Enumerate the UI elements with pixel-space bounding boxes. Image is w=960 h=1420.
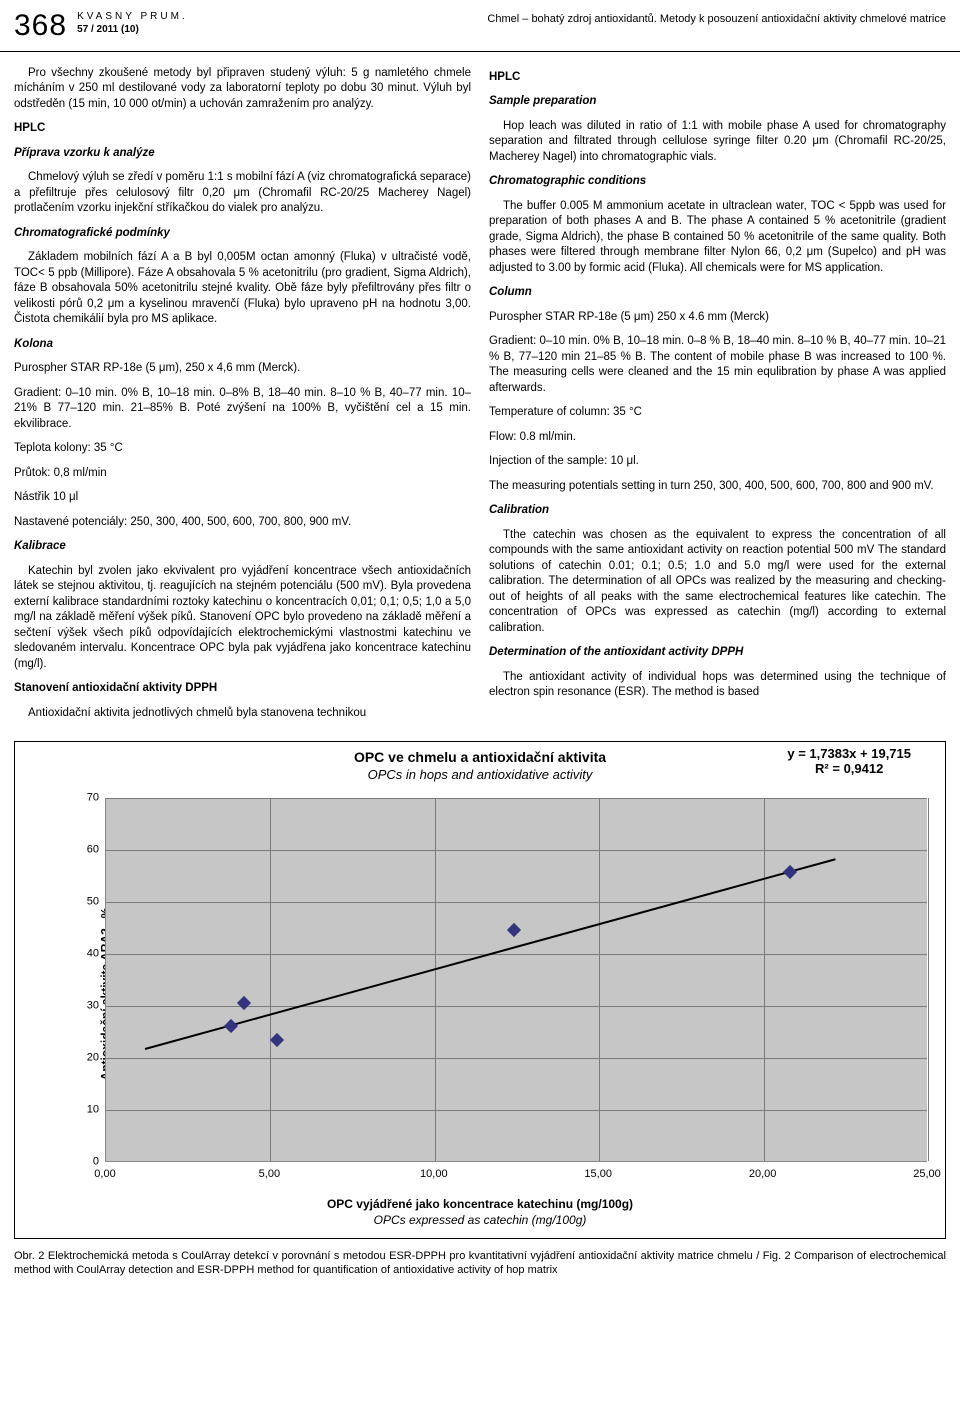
y-tick-label: 50 bbox=[65, 894, 99, 909]
right-sub5: Determination of the antioxidant activit… bbox=[489, 645, 946, 661]
left-sub2: Chromatografické podmínky bbox=[14, 226, 471, 242]
x-tick-label: 10,00 bbox=[420, 1167, 448, 1182]
gridline-h bbox=[106, 1006, 927, 1007]
data-point bbox=[270, 1033, 284, 1047]
right-p3a: Purospher STAR RP-18e (5 μm) 250 x 4.6 m… bbox=[489, 310, 946, 326]
chart-area: Antioxidační aktivita ARA2_ % Antioxidat… bbox=[65, 794, 935, 1194]
gridline-v bbox=[435, 798, 436, 1161]
left-p2: Chmelový výluh se zředí v poměru 1:1 s m… bbox=[14, 170, 471, 217]
right-p3e: Injection of the sample: 10 μl. bbox=[489, 454, 946, 470]
page-header: 368 KVASNY PRUM. 57 / 2011 (10) Chmel – … bbox=[0, 0, 960, 52]
right-hplc: HPLC bbox=[489, 70, 946, 86]
right-sub3: Column bbox=[489, 285, 946, 301]
figure-caption: Obr. 2 Elektrochemická metoda s CoulArra… bbox=[0, 1239, 960, 1292]
right-p3b: Gradient: 0–10 min. 0% B, 10–18 min. 0–8… bbox=[489, 334, 946, 396]
left-p1: Pro všechny zkoušené metody byl připrave… bbox=[14, 66, 471, 113]
gridline-v bbox=[764, 798, 765, 1161]
left-p4a: Purospher STAR RP-18e (5 μm), 250 x 4,6 … bbox=[14, 361, 471, 377]
gridline-v bbox=[270, 798, 271, 1161]
right-sub1: Sample preparation bbox=[489, 94, 946, 110]
journal-block: KVASNY PRUM. 57 / 2011 (10) bbox=[77, 6, 188, 37]
chart-eq-line: y = 1,7383x + 19,715 bbox=[787, 746, 911, 762]
left-sub5: Stanovení antioxidační aktivity DPPH bbox=[14, 681, 471, 697]
left-sub4: Kalibrace bbox=[14, 539, 471, 555]
gridline-h bbox=[106, 954, 927, 955]
chart-header: OPC ve chmelu a antioxidační aktivita OP… bbox=[25, 748, 935, 790]
left-p6: Antioxidační aktivita jednotlivých chmel… bbox=[14, 706, 471, 722]
left-p4b: Gradient: 0–10 min. 0% B, 10–18 min. 0–8… bbox=[14, 386, 471, 433]
left-p4d: Průtok: 0,8 ml/min bbox=[14, 466, 471, 482]
right-p3c: Temperature of column: 35 °C bbox=[489, 405, 946, 421]
left-p5: Katechin byl zvolen jako ekvivalent pro … bbox=[14, 564, 471, 673]
right-p1: Hop leach was diluted in ratio of 1:1 wi… bbox=[489, 119, 946, 166]
right-p2: The buffer 0.005 M ammonium acetate in u… bbox=[489, 199, 946, 277]
article-title: Chmel – bohatý zdroj antioxidantů. Metod… bbox=[487, 12, 946, 27]
chart-equation: y = 1,7383x + 19,715 R² = 0,9412 bbox=[787, 746, 911, 777]
left-hplc: HPLC bbox=[14, 121, 471, 137]
xlabel-main: OPC vyjádřené jako koncentrace katechinu… bbox=[25, 1196, 935, 1212]
left-p4c: Teplota kolony: 35 °C bbox=[14, 441, 471, 457]
y-tick-label: 10 bbox=[65, 1102, 99, 1117]
data-point bbox=[783, 865, 797, 879]
journal-name: KVASNY PRUM. bbox=[77, 10, 188, 23]
journal-issue: 57 / 2011 (10) bbox=[77, 23, 188, 37]
x-tick-label: 20,00 bbox=[749, 1167, 777, 1182]
right-p5: The antioxidant activity of individual h… bbox=[489, 670, 946, 701]
x-tick-label: 5,00 bbox=[259, 1167, 280, 1182]
gridline-h bbox=[106, 902, 927, 903]
right-p3d: Flow: 0.8 ml/min. bbox=[489, 430, 946, 446]
right-p4: Tthe catechin was chosen as the equivale… bbox=[489, 528, 946, 637]
gridline-h bbox=[106, 850, 927, 851]
gridline-v bbox=[928, 798, 929, 1161]
y-tick-label: 70 bbox=[65, 790, 99, 805]
x-tick-label: 25,00 bbox=[913, 1167, 941, 1182]
left-sub1: Příprava vzorku k analýze bbox=[14, 146, 471, 162]
x-axis-label: OPC vyjádřené jako koncentrace katechinu… bbox=[25, 1196, 935, 1228]
right-column: HPLC Sample preparation Hop leach was di… bbox=[489, 66, 946, 731]
chart-r2: R² = 0,9412 bbox=[787, 761, 911, 777]
left-p3: Základem mobilních fází A a B byl 0,005M… bbox=[14, 250, 471, 328]
xlabel-sub: OPCs expressed as catechin (mg/100g) bbox=[25, 1212, 935, 1228]
data-point bbox=[507, 923, 521, 937]
data-point bbox=[224, 1019, 238, 1033]
text-columns: Pro všechny zkoušené metody byl připrave… bbox=[0, 52, 960, 741]
x-tick-label: 15,00 bbox=[584, 1167, 612, 1182]
right-p3f: The measuring potentials setting in turn… bbox=[489, 479, 946, 495]
data-point bbox=[237, 996, 251, 1010]
gridline-h bbox=[106, 1058, 927, 1059]
gridline-v bbox=[599, 798, 600, 1161]
left-sub3: Kolona bbox=[14, 337, 471, 353]
plot-area bbox=[105, 798, 927, 1162]
y-tick-label: 60 bbox=[65, 842, 99, 857]
x-tick-label: 0,00 bbox=[94, 1167, 115, 1182]
gridline-h bbox=[106, 1110, 927, 1111]
chart-container: OPC ve chmelu a antioxidační aktivita OP… bbox=[14, 741, 946, 1239]
y-tick-label: 20 bbox=[65, 1050, 99, 1065]
left-p4f: Nastavené potenciály: 250, 300, 400, 500… bbox=[14, 515, 471, 531]
gridline-h bbox=[106, 798, 927, 799]
left-p4e: Nástřik 10 μl bbox=[14, 490, 471, 506]
page-number: 368 bbox=[14, 6, 67, 47]
y-tick-label: 40 bbox=[65, 946, 99, 961]
left-column: Pro všechny zkoušené metody byl připrave… bbox=[14, 66, 471, 731]
right-sub4: Calibration bbox=[489, 503, 946, 519]
y-tick-label: 30 bbox=[65, 998, 99, 1013]
right-sub2: Chromatographic conditions bbox=[489, 174, 946, 190]
